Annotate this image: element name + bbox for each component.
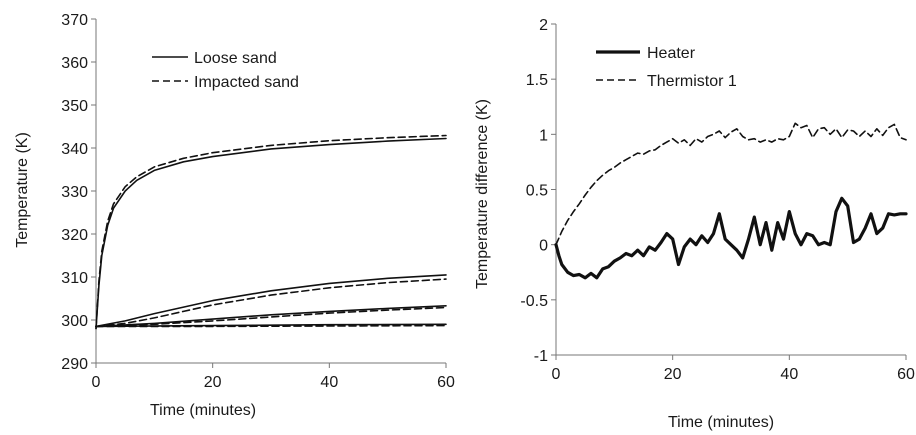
difference-y-tick-label: 1.5 xyxy=(526,72,548,89)
difference-legend-label-thermistor: Thermistor 1 xyxy=(647,73,737,90)
temperature-series-line-4 xyxy=(95,278,447,328)
temperature-series-line-5 xyxy=(95,304,447,328)
temperature-plot-area: 290 300 310 320 330 340 350 360 370 0 20 40 60 xyxy=(61,12,455,391)
temperature-y-tick-label: 300 xyxy=(61,313,88,330)
temperature-legend-label-loose: Loose sand xyxy=(194,50,277,67)
temperature-x-tick-label: 0 xyxy=(92,374,101,391)
difference-x-tick-label: 60 xyxy=(897,366,915,383)
temperature-series-line-8 xyxy=(95,324,447,328)
difference-y-tick-label: 0.5 xyxy=(526,183,548,200)
temperature-x-tick-label: 20 xyxy=(204,374,222,391)
difference-y-tick-label: -1 xyxy=(534,348,548,365)
difference-y-tick-label: 2 xyxy=(539,17,548,34)
temperature-y-tick-label: 350 xyxy=(61,98,88,115)
difference-x-tick-label: 0 xyxy=(552,366,561,383)
temperature-y-tick-label: 290 xyxy=(61,356,88,373)
difference-x-tick-label: 40 xyxy=(780,366,798,383)
temperature-y-tick-label: 320 xyxy=(61,227,88,244)
difference-y-tick-label: 1 xyxy=(539,127,548,144)
difference-series-line-1 xyxy=(554,196,908,280)
difference-y-axis-title: Temperature difference (K) xyxy=(474,99,491,289)
difference-x-axis-title: Time (minutes) xyxy=(668,414,774,431)
temperature-x-tick-label: 60 xyxy=(437,374,455,391)
temperature-difference-chart: -1-0.500.511.520 20 40 60 Time (minutes) Te… xyxy=(474,17,915,431)
difference-y-tick-label: 0 xyxy=(539,238,548,255)
temperature-y-tick-label: 360 xyxy=(61,55,88,72)
temperature-series-line-3 xyxy=(95,274,447,328)
temperature-y-tick-label: 310 xyxy=(61,270,88,287)
temperature-legend-label-impacted: Impacted sand xyxy=(194,74,299,91)
difference-x-tick-label: 20 xyxy=(664,366,682,383)
temperature-series-line-6 xyxy=(95,306,447,328)
difference-plot-area: -1-0.500.511.520 20 40 60 xyxy=(520,17,915,383)
temperature-y-tick-label: 370 xyxy=(61,12,88,29)
difference-series-line-2 xyxy=(555,122,907,246)
temperature-chart: 290 300 310 320 330 340 350 360 370 0 20 40 60 Time … xyxy=(14,12,455,419)
difference-y-tick-label: -0.5 xyxy=(520,293,548,310)
temperature-series-line-1 xyxy=(95,137,447,330)
temperature-y-axis-title: Temperature (K) xyxy=(14,132,31,248)
difference-legend-label-heater: Heater xyxy=(647,45,696,62)
temperature-y-tick-label: 340 xyxy=(61,141,88,158)
temperature-y-tick-label: 330 xyxy=(61,184,88,201)
temperature-x-axis-title: Time (minutes) xyxy=(150,402,256,419)
temperature-series-line-2 xyxy=(95,134,447,330)
temperature-x-tick-label: 40 xyxy=(320,374,338,391)
